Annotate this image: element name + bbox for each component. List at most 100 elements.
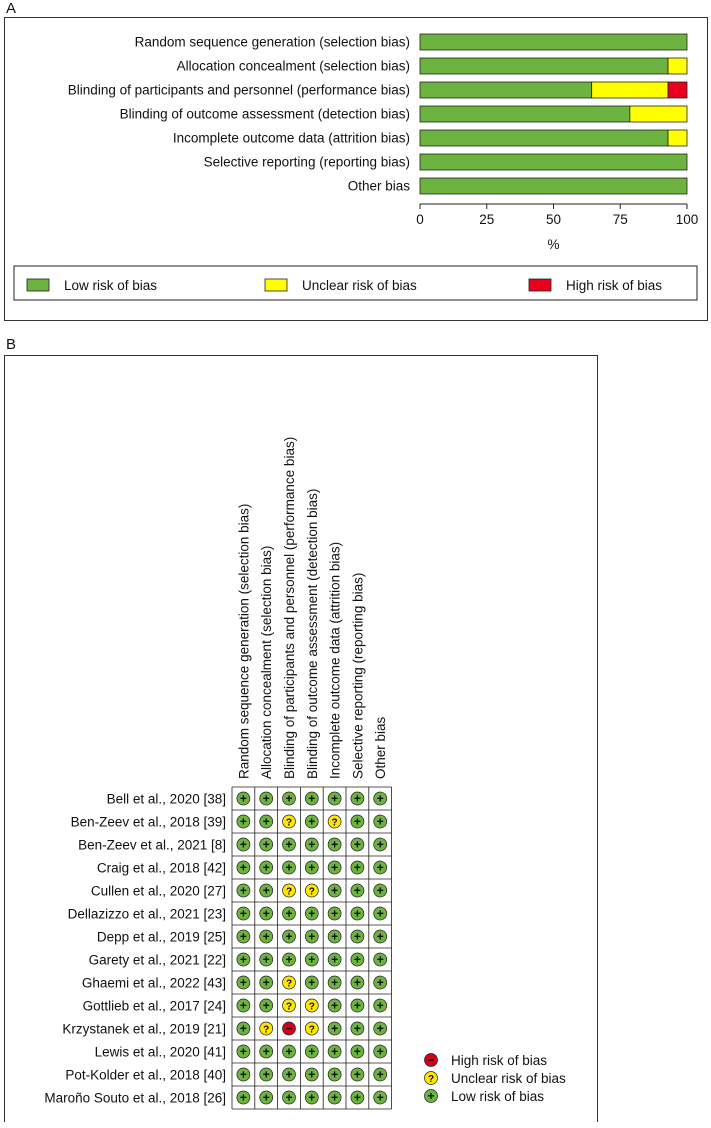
rating-low-marker-symbol: + [240,953,247,967]
rating-low-marker [236,837,251,852]
rating-low-marker-symbol: + [331,976,338,990]
rating-low-marker-symbol: + [308,930,315,944]
rating-low-marker [373,814,388,829]
rating-low-marker [282,1090,296,1105]
rating-low-marker [327,1044,342,1059]
rating-low-marker-symbol: + [263,861,270,875]
rating-low-marker-symbol: + [331,861,338,875]
rating-low-marker-symbol: + [240,861,247,875]
rating-low-marker-symbol: + [285,792,292,806]
category-label: Selective reporting (reporting bias) [204,155,410,170]
rating-unclear-marker-symbol: ? [286,887,292,898]
rating-low-marker-symbol: + [285,907,292,921]
rating-low-marker [304,791,319,806]
study-label: Ben-Zeev et al., 2021 [8] [78,838,226,853]
rating-unclear-marker-symbol: ? [309,1025,315,1036]
rating-low-marker [373,860,388,875]
rating-low-marker-symbol: + [331,953,338,967]
rating-unclear-marker-symbol: ? [309,887,315,898]
rating-low-marker [304,952,319,967]
rating-unclear-marker [282,883,296,898]
rating-low-marker-symbol: + [354,1045,361,1059]
rating-low-marker [327,791,342,806]
category-label: Blinding of outcome assessment (detectio… [120,107,410,122]
rating-low-marker-symbol: + [354,861,361,875]
rating-low-marker-symbol: + [240,907,247,921]
rating-low-marker [304,1044,319,1059]
column-header: Incomplete outcome data (attrition bias) [328,542,343,779]
rating-low-marker-symbol: + [354,815,361,829]
rating-low-marker-symbol: + [308,907,315,921]
study-label: Bell et al., 2020 [38] [107,792,226,807]
legend-low-marker-symbol: + [427,1089,434,1103]
stacked-bar-chart: Random sequence generation (selection bi… [13,33,698,301]
rating-low-marker [350,1067,365,1082]
category-label: Allocation concealment (selection bias) [177,59,410,74]
rating-low-marker [259,837,274,852]
rating-low-marker [304,929,319,944]
study-label: Ben-Zeev et al., 2018 [39] [71,815,226,830]
rating-low-marker [327,883,342,898]
rating-unclear-marker [259,1021,274,1036]
rating-unclear-marker-symbol: ? [309,1002,315,1013]
rating-low-marker [236,791,251,806]
rating-low-marker [327,952,342,967]
rating-low-marker [350,860,365,875]
rating-low-marker-symbol: + [263,1091,270,1105]
rating-low-marker [259,906,274,921]
rating-low-marker-symbol: + [285,1045,292,1059]
rating-low-marker [373,791,388,806]
bar-segment [419,129,669,147]
bar-segment [419,57,669,75]
x-tick-label: 75 [613,212,628,227]
rating-low-marker [282,791,296,806]
rating-low-marker-symbol: + [354,930,361,944]
bar-segment [667,57,688,75]
rating-low-marker-symbol: + [354,1022,361,1036]
study-label: Ghaemi et al., 2022 [43] [82,976,226,991]
rating-low-marker-symbol: + [354,953,361,967]
rating-low-marker-symbol: + [377,930,384,944]
rating-low-marker-symbol: + [240,815,247,829]
rating-low-marker-symbol: + [240,884,247,898]
rating-low-marker [373,1090,388,1105]
rating-high-marker [282,1021,296,1036]
rating-low-marker [236,1044,251,1059]
rating-low-marker-symbol: + [331,999,338,1013]
rating-low-marker [350,929,365,944]
x-tick-label: 50 [546,212,561,227]
rating-low-marker-symbol: + [354,1091,361,1105]
rating-low-marker-symbol: + [377,838,384,852]
rating-low-marker-symbol: + [308,953,315,967]
rating-low-marker-symbol: + [331,930,338,944]
rating-low-marker [304,814,319,829]
rating-unclear-marker [304,998,319,1013]
rating-low-marker-symbol: + [240,930,247,944]
rating-low-marker [350,975,365,990]
rating-low-marker [373,906,388,921]
rating-low-marker-symbol: + [263,1068,270,1082]
rating-low-marker [327,998,342,1013]
rating-low-marker [373,883,388,898]
rating-low-marker-symbol: + [377,792,384,806]
study-label: Krzystanek et al., 2019 [21] [62,1022,226,1037]
risk-of-bias-table: Random sequence generation (selection bi… [4,355,598,1122]
rating-low-marker-symbol: + [308,1091,315,1105]
rating-low-marker [350,1044,365,1059]
category-label: Other bias [348,179,411,194]
bar-segment [419,81,593,99]
rating-low-marker [259,883,274,898]
study-label: Garety et al., 2021 [22] [89,953,226,968]
rating-low-marker [350,952,365,967]
rating-low-marker-symbol: + [285,930,292,944]
rating-low-marker-symbol: + [263,930,270,944]
legend-label: Unclear risk of bias [451,1071,566,1086]
bar-segment [419,105,631,123]
rating-low-marker-symbol: + [354,976,361,990]
rating-low-marker-symbol: + [285,1068,292,1082]
column-header: Random sequence generation (selection bi… [236,504,251,779]
bar-segment [667,81,688,99]
rating-low-marker-symbol: + [331,792,338,806]
rating-low-marker [304,860,319,875]
rating-low-marker-symbol: + [240,838,247,852]
